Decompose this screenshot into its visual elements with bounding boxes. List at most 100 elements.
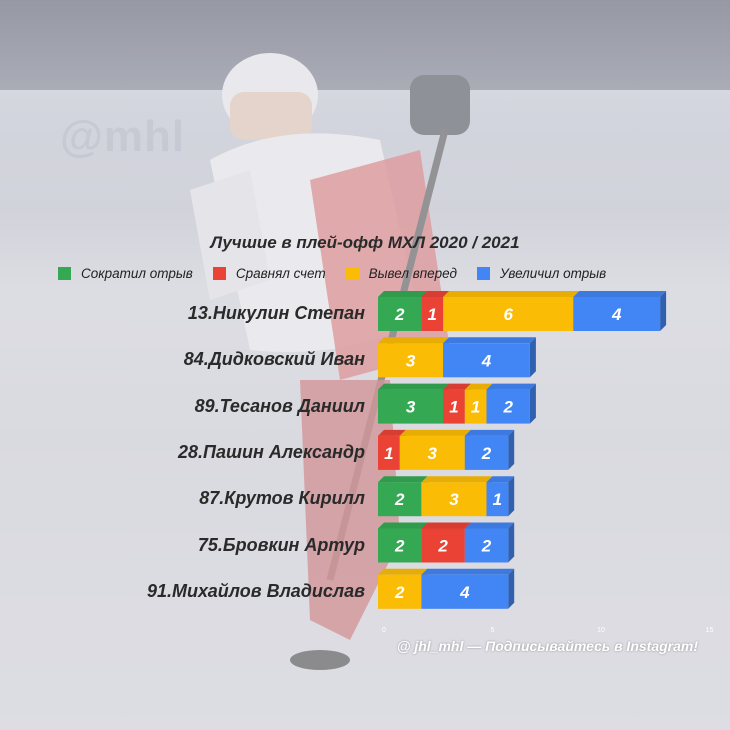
bar-top-face: [421, 522, 471, 529]
data-label: 2: [481, 537, 492, 556]
legend-label: Сравнял счет: [235, 266, 326, 281]
bar-top-face: [421, 291, 450, 297]
data-label: 1: [471, 398, 480, 417]
bar-segment: 2: [464, 429, 515, 470]
x-tick-label: 0: [382, 627, 386, 634]
category-label: 75.Бровкин Артур: [197, 534, 365, 555]
bar-top-face: [464, 383, 493, 390]
bar-segment: 2: [378, 568, 428, 609]
bar: [378, 528, 422, 563]
bar: [443, 389, 465, 424]
data-label: 4: [459, 583, 470, 602]
data-label: 1: [384, 444, 393, 463]
bar: [399, 435, 465, 470]
data-label: 1: [428, 305, 437, 324]
data-label: 3: [428, 444, 438, 463]
bar-top-face: [378, 568, 428, 575]
bar: [443, 343, 530, 378]
bar-segment: 2: [378, 522, 428, 563]
bar-side-face: [508, 568, 515, 609]
bar-top-face: [399, 429, 471, 436]
bar-top-face: [464, 429, 515, 436]
data-label: 6: [503, 305, 513, 324]
bar: [421, 528, 465, 563]
footer-credit: @ jhl_mhl — Подписывайтесь в Instagram!: [396, 638, 698, 654]
bar: [421, 482, 487, 517]
bar-top-face: [378, 429, 406, 436]
legend-item: Увеличил отрыв: [477, 266, 606, 281]
bar: [443, 297, 574, 331]
bar: [486, 389, 530, 424]
legend-item: Сократил отрыв: [58, 266, 193, 281]
x-tick-label: 10: [597, 627, 605, 634]
data-label: 4: [611, 305, 622, 324]
bar-top-face: [573, 291, 667, 297]
bar-segment: 3: [378, 337, 450, 378]
bar-segment: 2: [464, 522, 515, 563]
x-tick-label: 5: [491, 627, 495, 634]
bar-top-face: [486, 476, 515, 483]
bar-top-face: [486, 383, 536, 390]
category-label: 87.Крутов Кирилл: [199, 488, 365, 509]
data-label: 2: [481, 444, 492, 463]
bar-segment: 2: [486, 383, 536, 424]
bar-top-face: [421, 476, 493, 483]
bar-segment: 2: [378, 291, 428, 331]
bar-side-face: [529, 383, 536, 424]
bar-segment: 1: [443, 383, 471, 424]
data-label: 2: [394, 583, 405, 602]
bar-side-face: [508, 476, 515, 517]
data-label: 2: [437, 537, 448, 556]
chart-title: Лучшие в плей-офф МХЛ 2020 / 2021: [210, 233, 520, 252]
legend-swatch: [477, 267, 491, 280]
bar-side-face: [508, 429, 515, 470]
x-tick-label: 15: [706, 627, 714, 634]
category-label: 89.Тесанов Даниил: [194, 395, 365, 416]
bar: [486, 482, 509, 517]
bar: [573, 297, 661, 331]
bar-top-face: [443, 383, 471, 390]
data-label: 4: [481, 351, 492, 370]
bar-top-face: [378, 291, 428, 297]
bar: [378, 574, 422, 609]
bar-segment: 4: [421, 568, 515, 609]
bar-segment: 3: [378, 383, 450, 424]
bar: [464, 435, 509, 470]
bar-segment: 2: [421, 522, 471, 563]
data-label: 1: [493, 490, 502, 509]
bar: [464, 389, 487, 424]
bar-segment: 6: [443, 291, 580, 331]
bar-segment: 2: [378, 476, 428, 517]
data-label: 1: [449, 398, 458, 417]
data-label: 2: [394, 305, 405, 324]
bar-top-face: [378, 522, 428, 529]
bar-top-face: [378, 383, 450, 390]
bar: [464, 528, 509, 563]
legend-label: Увеличил отрыв: [500, 266, 607, 281]
data-label: 3: [406, 398, 416, 417]
bar-side-face: [529, 337, 536, 378]
bar: [378, 343, 444, 378]
bar-top-face: [443, 337, 536, 344]
bar-top-face: [378, 337, 450, 344]
bar: [421, 574, 509, 609]
bar-side-face: [660, 291, 667, 331]
data-label: 3: [406, 351, 416, 370]
legend-label: Вывел вперед: [368, 266, 458, 281]
legend-swatch: [58, 267, 71, 280]
bar-segment: 3: [399, 429, 471, 470]
data-label: 3: [449, 490, 459, 509]
legend-item: Сравнял счет: [212, 266, 326, 281]
data-label: 2: [394, 537, 405, 556]
legend-label: Сократил отрыв: [81, 266, 193, 281]
chart-legend: Сократил отрыв Сравнял счет Вывел вперед…: [58, 266, 626, 281]
bar-segment: 3: [421, 476, 493, 517]
category-label: 91.Михайлов Владислав: [146, 580, 365, 601]
bar: [378, 482, 422, 517]
category-label: 13.Никулин Степан: [187, 303, 365, 323]
legend-swatch: [212, 267, 226, 280]
bar: [378, 297, 422, 331]
bar-segment: 4: [443, 337, 536, 378]
data-label: 2: [394, 490, 405, 509]
